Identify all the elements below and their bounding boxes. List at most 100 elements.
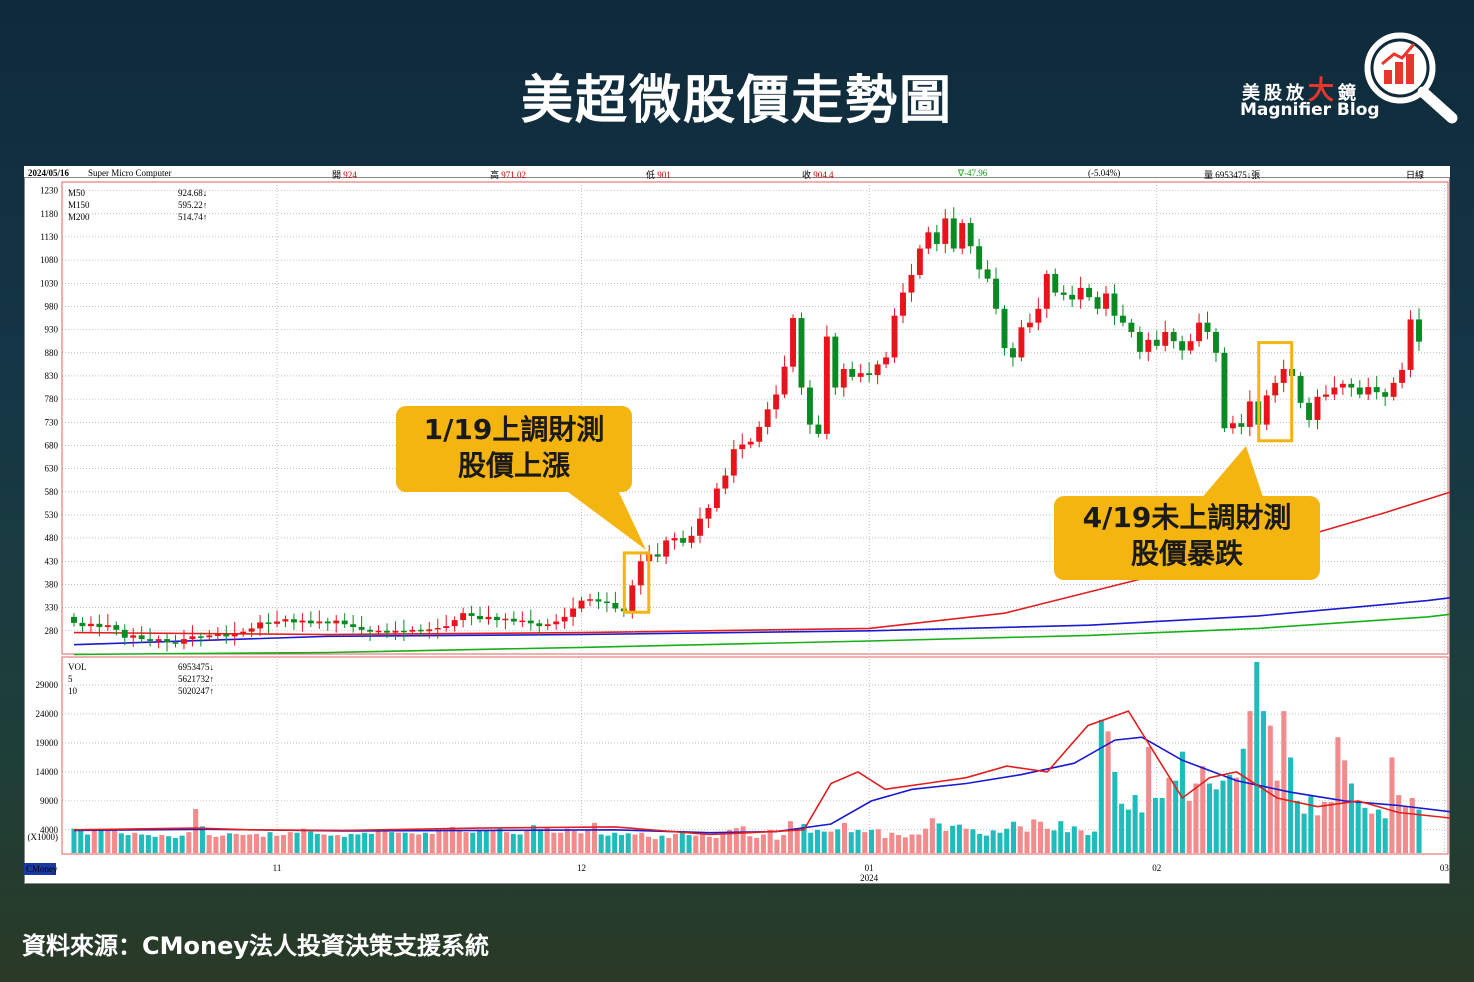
volume-bar [429, 833, 435, 853]
header-vol-label: 量 [1204, 170, 1214, 180]
candle-body [536, 623, 543, 627]
volume-bar [727, 829, 733, 853]
volume-bar [118, 833, 124, 853]
candle-body [1103, 293, 1109, 309]
volume-bar [875, 829, 881, 853]
candle-body [1229, 423, 1236, 429]
volume-bar [1105, 731, 1111, 853]
volume-bar [1193, 783, 1199, 853]
volume-bar [226, 833, 232, 853]
candle-body [282, 619, 289, 622]
volume-legend-name: 10 [68, 686, 78, 696]
price-tick-label: 930 [45, 325, 59, 335]
volume-bar [977, 833, 983, 853]
candle-body [477, 615, 483, 620]
candle-body [1399, 369, 1406, 383]
candle-body [900, 292, 906, 316]
candle-body [299, 620, 306, 623]
candle-body [426, 629, 433, 632]
volume-bar [422, 832, 428, 853]
cmoney-tag-label: CMoney [26, 864, 58, 874]
volume-bar [416, 834, 422, 853]
volume-bar [1152, 797, 1158, 853]
candle-body [1331, 387, 1338, 395]
candle-body [713, 488, 720, 508]
volume-bar [1058, 821, 1064, 853]
volume-bar [1240, 748, 1246, 853]
volume-bar [578, 833, 584, 853]
callout-jan-guidance: 1/19上調財測 股價上漲 [396, 406, 632, 492]
volume-bar [78, 830, 84, 853]
volume-bar [1274, 780, 1280, 853]
candle-body [739, 444, 746, 450]
volume-bar [645, 836, 652, 853]
candle-body [104, 625, 111, 628]
volume-bar [943, 830, 949, 853]
volume-bar [970, 829, 976, 853]
volume-bar [1348, 783, 1354, 853]
volume-bar [1200, 766, 1206, 853]
candle-body [460, 613, 467, 621]
price-tick-label: 1030 [40, 278, 59, 288]
volume-bar [963, 828, 969, 853]
volume-bar [1071, 826, 1077, 853]
volume-bar [618, 835, 624, 853]
price-tick-label: 1080 [40, 255, 59, 265]
candle-body [773, 394, 780, 410]
volume-bar [1328, 802, 1334, 853]
volume-bar [240, 835, 246, 853]
volume-bar [841, 822, 848, 853]
volume-bar [585, 829, 591, 853]
volume-bar [929, 818, 935, 853]
volume-bar [1166, 777, 1172, 853]
volume-bar [1321, 802, 1327, 853]
price-tick-label: 480 [45, 533, 59, 543]
volume-legend-value: 5020247↑ [178, 686, 214, 696]
volume-bar [1233, 777, 1240, 853]
price-tick-label: 830 [45, 371, 59, 381]
volume-bar [443, 831, 449, 853]
volume-bar [186, 832, 192, 853]
volume-bar [639, 832, 645, 853]
candle-body [1077, 287, 1084, 300]
volume-bar [1382, 818, 1388, 853]
candle-body [603, 601, 610, 604]
candle-body [1339, 383, 1346, 388]
volume-bar [869, 829, 875, 853]
candle-body [1128, 322, 1135, 332]
candle-body [341, 620, 348, 625]
candle-body [680, 538, 687, 543]
volume-bar [902, 837, 908, 853]
candle-body [866, 373, 873, 376]
volume-bar [152, 836, 158, 853]
volume-bar [1132, 795, 1138, 853]
callout-apr-pointer [1200, 446, 1264, 500]
volume-bar [1017, 826, 1023, 853]
volume-bar [112, 829, 118, 853]
volume-bar [713, 837, 719, 853]
header-change: ∇-47.96 [958, 168, 988, 178]
candle-body [493, 616, 500, 621]
callout-jan-line2: 股價上漲 [457, 449, 570, 482]
volume-bar [1281, 711, 1287, 853]
volume-bar [409, 833, 415, 853]
volume-bar [983, 835, 989, 853]
candle-body [138, 635, 145, 640]
volume-tick-label: 9000 [40, 796, 59, 806]
candle-body [1196, 322, 1203, 342]
candle-body [1306, 402, 1312, 420]
volume-bar [686, 835, 692, 853]
volume-bar [1112, 771, 1118, 853]
candle-body [392, 630, 399, 633]
price-tick-label: 280 [45, 626, 59, 636]
volume-bar [145, 835, 151, 853]
header-period: 日線 [1406, 170, 1425, 180]
candle-body [984, 269, 991, 279]
candle-body [87, 623, 94, 627]
price-tick-label: 580 [45, 487, 59, 497]
volume-bar [733, 828, 739, 853]
candle-body [553, 621, 560, 625]
candle-body [358, 627, 365, 630]
volume-bar [1355, 800, 1361, 853]
volume-bar [328, 835, 334, 853]
